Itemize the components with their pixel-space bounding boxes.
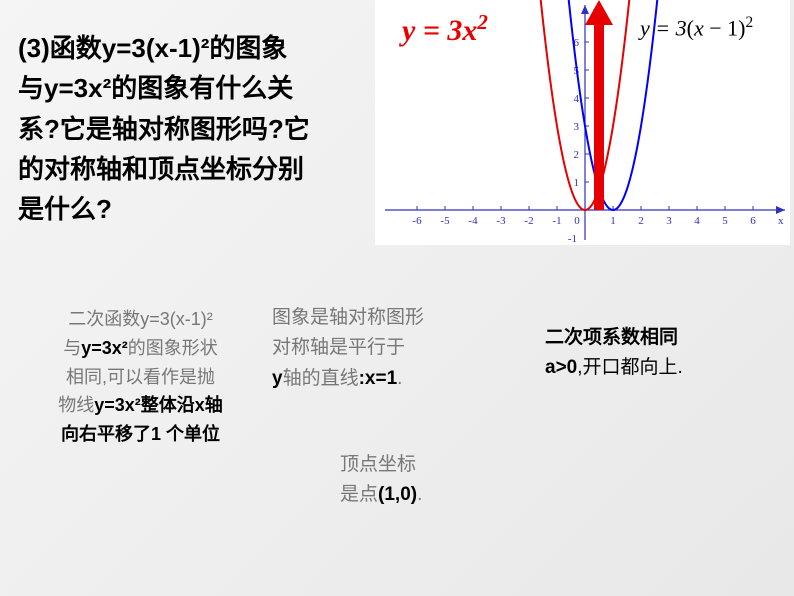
- svg-text:0: 0: [574, 215, 580, 227]
- svg-text:2: 2: [574, 149, 580, 161]
- svg-text:3: 3: [574, 121, 580, 133]
- answer-shape: 二次函数y=3(x-1)² 与y=3x²的图象形状 相同,可以看作是抛 物线y=…: [28, 305, 253, 449]
- a2-l3b: 轴的直线: [283, 368, 359, 389]
- q-line1: (3)函数y=3(x-1)²的图象: [18, 33, 287, 63]
- a1-l2a: 与: [63, 338, 81, 358]
- eq-blue-prefix: y = 3: [640, 15, 687, 40]
- a1-l4a: 物线: [58, 395, 94, 415]
- q-line4: 的对称轴和顶点坐标分别: [18, 154, 304, 184]
- a2-l3c: :x=1: [359, 368, 398, 389]
- eq-red-prefix: y = 3: [402, 14, 462, 47]
- a1-l1: 二次函数y=3(x-1)²: [68, 309, 213, 329]
- svg-text:-1: -1: [568, 233, 577, 245]
- a1-l3: 相同,可以看作是抛: [66, 367, 215, 387]
- svg-text:4: 4: [574, 93, 580, 105]
- svg-text:-1: -1: [552, 215, 561, 227]
- svg-text:-2: -2: [524, 215, 533, 227]
- a1-l2c: 的图象形状: [128, 338, 218, 358]
- a3-l2a: a>0: [545, 357, 577, 378]
- a2-l3d: .: [397, 368, 402, 389]
- answer-coefficient: 二次项系数相同 a>0,开口都向上.: [545, 323, 755, 384]
- a1-l4b: y=3x²整体沿x轴: [94, 395, 223, 415]
- question-text: (3)函数y=3(x-1)²的图象 与y=3x²的图象有什么关 系?它是轴对称图…: [18, 28, 358, 229]
- equation-red: y = 3x2: [402, 10, 488, 48]
- a3-l1: 二次项系数相同: [545, 327, 678, 348]
- v-l2c: .: [417, 484, 422, 505]
- a2-l2: 对称轴是平行于: [272, 337, 405, 358]
- svg-text:-5: -5: [440, 215, 450, 227]
- svg-text:-4: -4: [468, 215, 478, 227]
- a1-l2b: y=3x²: [81, 338, 128, 358]
- a3-l2b: ,开口都向上.: [577, 357, 683, 378]
- v-l1: 顶点坐标: [340, 454, 416, 475]
- svg-text:1: 1: [574, 177, 580, 189]
- q-line5: 是什么?: [18, 194, 112, 224]
- a2-l3a: y: [272, 368, 283, 389]
- a1-l5: 向右平移了1 个单位: [61, 424, 220, 444]
- eq-blue-paren-inner: x: [694, 15, 704, 40]
- svg-text:5: 5: [722, 215, 728, 227]
- svg-text:3: 3: [666, 215, 672, 227]
- v-l2a: 是点: [340, 484, 378, 505]
- answer-symmetry: 图象是轴对称图形 对称轴是平行于 y轴的直线:x=1.: [272, 303, 472, 394]
- svg-text:x: x: [778, 215, 784, 227]
- q-line3: 系?它是轴对称图形吗?它: [18, 114, 310, 144]
- eq-blue-exp: 2: [745, 14, 753, 31]
- a2-l1: 图象是轴对称图形: [272, 307, 424, 328]
- svg-text:4: 4: [694, 215, 700, 227]
- eq-red-var: x: [462, 14, 477, 47]
- eq-red-exp: 2: [477, 10, 488, 34]
- q-line2: 与y=3x²的图象有什么关: [18, 73, 293, 103]
- svg-text:-3: -3: [496, 215, 506, 227]
- equation-blue: y = 3(x − 1)2: [640, 14, 753, 41]
- answer-vertex: 顶点坐标 是点(1,0).: [340, 450, 510, 511]
- svg-text:-6: -6: [412, 215, 422, 227]
- v-l2b: (1,0): [378, 484, 417, 505]
- svg-text:6: 6: [750, 215, 756, 227]
- svg-text:1: 1: [610, 215, 616, 227]
- svg-text:2: 2: [638, 215, 644, 227]
